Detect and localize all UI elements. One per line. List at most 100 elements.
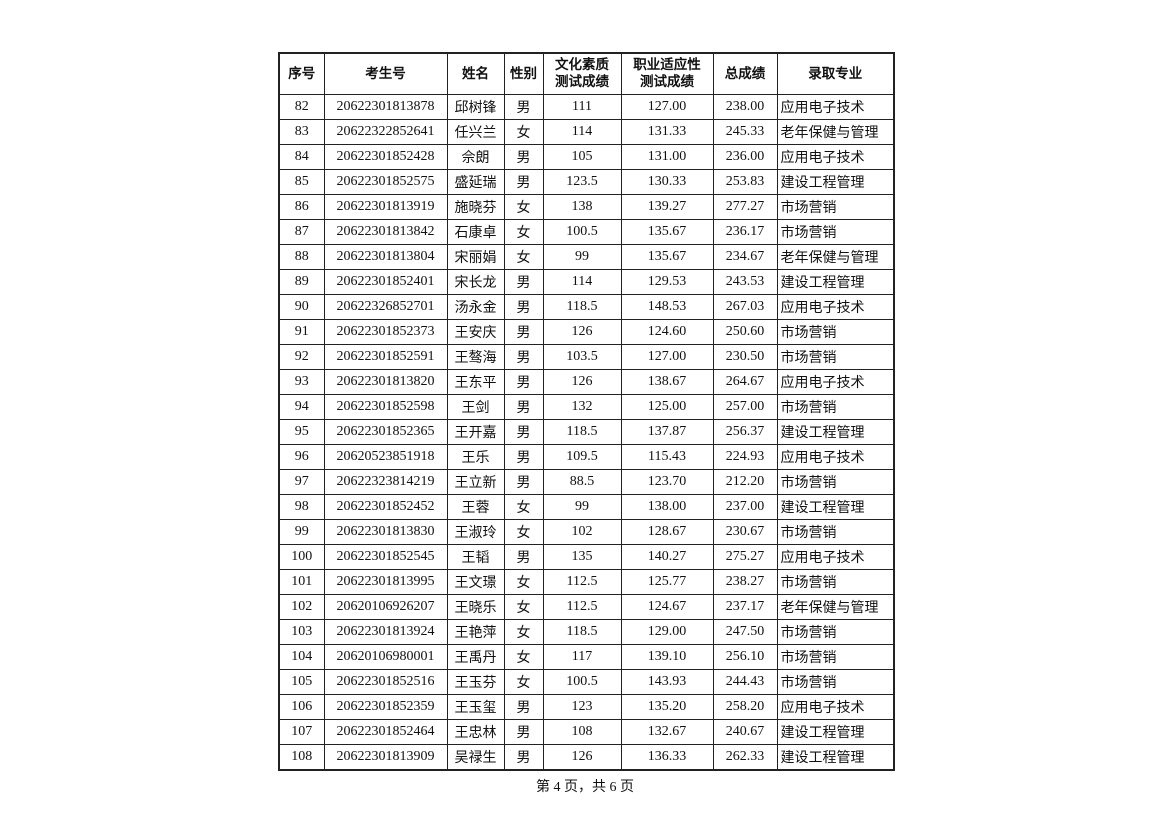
cell-gender: 男 xyxy=(503,169,544,195)
cell-total-score: 236.00 xyxy=(712,144,778,170)
cell-total-score: 238.00 xyxy=(712,94,778,120)
cell-index: 92 xyxy=(278,344,325,370)
header-col-gender: 性别 xyxy=(503,52,544,95)
header-col-exam-id: 考生号 xyxy=(323,52,448,95)
cell-major: 市场营销 xyxy=(776,619,895,645)
admission-results-table: 序号 考生号 姓名 性别 文化素质 测试成绩 职业适应性 测试成绩 总成绩 录取专业 82 2062… xyxy=(278,52,895,771)
table-row: 94 20622301852598 王剑男 132 125.00 257.00 市场营销 xyxy=(278,394,895,420)
cell-gender: 男 xyxy=(503,394,544,420)
cell-culture-score: 108 xyxy=(542,719,622,745)
table-row: 106 20622301852359 王玉玺男 123 135.20 258.20 应用电子… xyxy=(278,694,895,720)
cell-index: 95 xyxy=(278,419,325,445)
cell-index: 96 xyxy=(278,444,325,470)
cell-gender: 男 xyxy=(503,369,544,395)
cell-index: 91 xyxy=(278,319,325,345)
cell-culture-score: 100.5 xyxy=(542,669,622,695)
cell-index: 105 xyxy=(278,669,325,695)
table-row: 108 20622301813909 吴禄生男 126 136.33 262.33 建设工程… xyxy=(278,744,895,771)
cell-major: 市场营销 xyxy=(776,219,895,245)
cell-exam-id: 20622301813830 xyxy=(323,519,448,545)
cell-culture-score: 118.5 xyxy=(542,419,622,445)
cell-name: 王骜海 xyxy=(446,344,505,370)
cell-culture-score: 88.5 xyxy=(542,469,622,495)
cell-gender: 男 xyxy=(503,694,544,720)
cell-exam-id: 20622301852359 xyxy=(323,694,448,720)
cell-major: 应用电子技术 xyxy=(776,94,895,120)
cell-name: 王韬 xyxy=(446,544,505,570)
cell-name: 王艳萍 xyxy=(446,619,505,645)
cell-total-score: 238.27 xyxy=(712,569,778,595)
cell-index: 87 xyxy=(278,219,325,245)
cell-gender: 男 xyxy=(503,144,544,170)
cell-gender: 女 xyxy=(503,119,544,145)
cell-culture-score: 123 xyxy=(542,694,622,720)
header-col-name: 姓名 xyxy=(446,52,505,95)
cell-index: 82 xyxy=(278,94,325,120)
cell-gender: 男 xyxy=(503,319,544,345)
cell-exam-id: 20622301852575 xyxy=(323,169,448,195)
cell-gender: 女 xyxy=(503,519,544,545)
cell-exam-id: 20622301852428 xyxy=(323,144,448,170)
cell-aptitude-score: 129.00 xyxy=(620,619,714,645)
cell-major: 老年保健与管理 xyxy=(776,119,895,145)
cell-index: 88 xyxy=(278,244,325,270)
table-row: 85 20622301852575 盛延瑞男 123.5 130.33 253.83 建设工… xyxy=(278,169,895,195)
cell-aptitude-score: 148.53 xyxy=(620,294,714,320)
header-col-aptitude-score: 职业适应性 测试成绩 xyxy=(620,52,714,95)
cell-name: 邱树锋 xyxy=(446,94,505,120)
cell-gender: 男 xyxy=(503,419,544,445)
table-row: 90 20622326852701 汤永金男 118.5 148.53 267.03 应用电… xyxy=(278,294,895,320)
cell-total-score: 224.93 xyxy=(712,444,778,470)
cell-exam-id: 20620106980001 xyxy=(323,644,448,670)
cell-name: 任兴兰 xyxy=(446,119,505,145)
cell-name: 王玉芬 xyxy=(446,669,505,695)
cell-gender: 男 xyxy=(503,544,544,570)
cell-gender: 女 xyxy=(503,594,544,620)
cell-name: 王玉玺 xyxy=(446,694,505,720)
table-row: 93 20622301813820 王东平男 126 138.67 264.67 应用电子技… xyxy=(278,369,895,395)
header-col-total-score: 总成绩 xyxy=(712,52,778,95)
table-row: 102 20620106926207 王晓乐女 112.5 124.67 237.17 老年… xyxy=(278,594,895,620)
cell-name: 王乐 xyxy=(446,444,505,470)
cell-aptitude-score: 132.67 xyxy=(620,719,714,745)
cell-index: 101 xyxy=(278,569,325,595)
cell-total-score: 275.27 xyxy=(712,544,778,570)
cell-major: 应用电子技术 xyxy=(776,694,895,720)
cell-major: 建设工程管理 xyxy=(776,744,895,771)
cell-major: 应用电子技术 xyxy=(776,444,895,470)
cell-gender: 女 xyxy=(503,494,544,520)
cell-culture-score: 112.5 xyxy=(542,569,622,595)
cell-culture-score: 117 xyxy=(542,644,622,670)
cell-name: 王东平 xyxy=(446,369,505,395)
cell-total-score: 236.17 xyxy=(712,219,778,245)
cell-index: 97 xyxy=(278,469,325,495)
cell-total-score: 237.00 xyxy=(712,494,778,520)
cell-index: 94 xyxy=(278,394,325,420)
cell-aptitude-score: 135.67 xyxy=(620,244,714,270)
cell-name: 佘朗 xyxy=(446,144,505,170)
cell-index: 83 xyxy=(278,119,325,145)
cell-aptitude-score: 125.00 xyxy=(620,394,714,420)
cell-exam-id: 20622301813878 xyxy=(323,94,448,120)
cell-gender: 女 xyxy=(503,644,544,670)
cell-name: 宋丽娟 xyxy=(446,244,505,270)
cell-total-score: 258.20 xyxy=(712,694,778,720)
cell-gender: 男 xyxy=(503,269,544,295)
cell-total-score: 267.03 xyxy=(712,294,778,320)
table-row: 101 20622301813995 王文璟女 112.5 125.77 238.27 市场… xyxy=(278,569,895,595)
cell-total-score: 250.60 xyxy=(712,319,778,345)
table-row: 92 20622301852591 王骜海男 103.5 127.00 230.50 市场营… xyxy=(278,344,895,370)
cell-total-score: 256.10 xyxy=(712,644,778,670)
cell-aptitude-score: 135.20 xyxy=(620,694,714,720)
cell-culture-score: 112.5 xyxy=(542,594,622,620)
cell-culture-score: 114 xyxy=(542,269,622,295)
cell-name: 石康卓 xyxy=(446,219,505,245)
cell-aptitude-score: 128.67 xyxy=(620,519,714,545)
cell-culture-score: 123.5 xyxy=(542,169,622,195)
cell-total-score: 212.20 xyxy=(712,469,778,495)
table-row: 105 20622301852516 王玉芬女 100.5 143.93 244.43 市场… xyxy=(278,669,895,695)
table-row: 98 20622301852452 王蓉女 99 138.00 237.00 建设工程管理 xyxy=(278,494,895,520)
cell-aptitude-score: 130.33 xyxy=(620,169,714,195)
cell-name: 王蓉 xyxy=(446,494,505,520)
cell-index: 104 xyxy=(278,644,325,670)
